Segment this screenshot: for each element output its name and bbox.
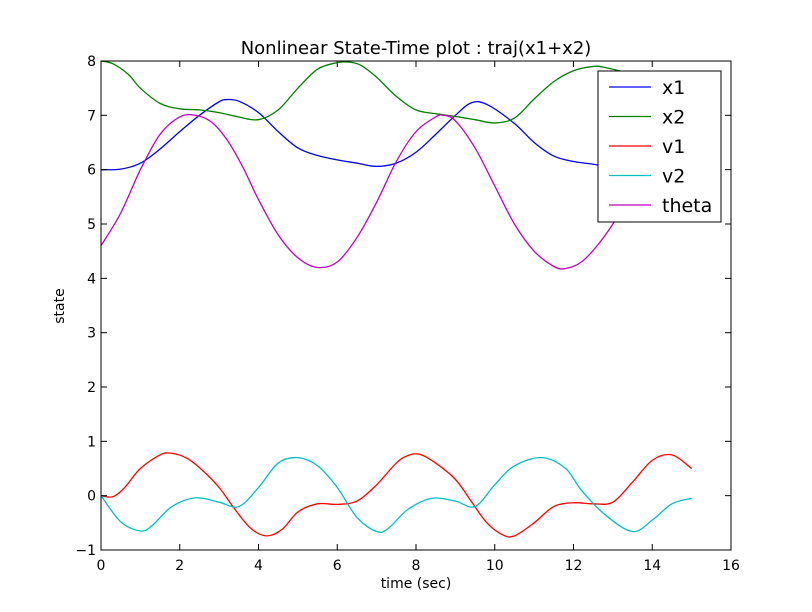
x-tick-label: 0 (97, 558, 106, 574)
legend: x1 x2 v1 v2 theta (597, 70, 722, 223)
x-tick-label: 16 (722, 558, 740, 574)
y-tick-label: 4 (87, 271, 96, 287)
y-tick-label: 8 (87, 54, 96, 70)
series-line-x1 (101, 98, 692, 172)
x-tick-label: 12 (565, 558, 583, 574)
y-tick-label: 1 (87, 434, 96, 450)
x-axis-label: time (sec) (381, 576, 452, 592)
y-tick-label: −1 (75, 543, 96, 559)
legend-label-x2: x2 (662, 107, 685, 129)
series-line-theta (101, 114, 653, 270)
x-tick-label: 6 (333, 558, 342, 574)
x-tick-label: 8 (412, 558, 421, 574)
x-tick-label: 14 (643, 558, 661, 574)
legend-label-v2: v2 (662, 166, 685, 188)
y-tick-label: 5 (87, 217, 96, 233)
y-tick-label: 0 (87, 489, 96, 505)
series-line-v1 (101, 452, 693, 538)
y-tick-label: 6 (87, 163, 96, 179)
y-tick-label: 3 (87, 326, 96, 342)
x-tick-label: 10 (486, 558, 504, 574)
y-tick-label: 2 (87, 380, 96, 396)
x-tick-label: 2 (175, 558, 184, 574)
series-layer (101, 61, 693, 538)
chart-title: Nonlinear State-Time plot : traj(x1+x2) (241, 38, 592, 59)
series-line-x2 (101, 61, 653, 124)
legend-label-theta: theta (662, 195, 712, 217)
y-axis-label: state (52, 288, 68, 323)
x-tick-label: 4 (254, 558, 263, 574)
y-tick-label: 7 (87, 108, 96, 124)
legend-label-x1: x1 (662, 77, 685, 99)
series-line-v2 (101, 456, 692, 533)
legend-label-v1: v1 (662, 136, 685, 158)
